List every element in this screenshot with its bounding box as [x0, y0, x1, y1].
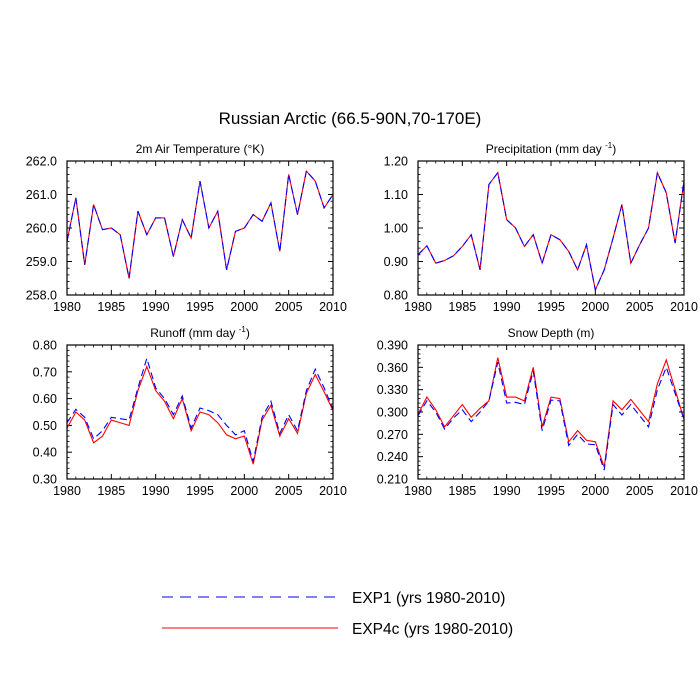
x-tick-label: 2000 [581, 484, 609, 498]
x-tick-label: 2005 [275, 300, 303, 314]
plot-frame [66, 344, 334, 480]
series-line-exp4c [67, 364, 333, 465]
y-tick-label: 1.20 [384, 155, 408, 169]
panel-title-unit: (mm day [555, 142, 605, 156]
x-tick-label: 2010 [670, 300, 698, 314]
series-line-exp4c [418, 357, 684, 468]
x-tick-label: 1980 [404, 300, 432, 314]
y-tick-label: 260.0 [26, 222, 57, 236]
x-tick-label: 1980 [404, 484, 432, 498]
plot-frame [417, 344, 685, 480]
chart-panel-3: Runoff (mm day -1) 0.30 0.40 0.50 0.60 0.70 0.… [33, 325, 347, 498]
y-tick-label: 0.40 [33, 446, 57, 460]
panel-title-name: Runoff [150, 326, 188, 340]
y-tick-label: 1.10 [384, 188, 408, 202]
series-line-exp1 [418, 170, 684, 292]
chart-panels: 2m Air Temperature (°K) 258.0 259.0 260.0 26… [26, 141, 698, 498]
x-tick-label: 2000 [581, 300, 609, 314]
x-tick-label: 2010 [319, 300, 347, 314]
x-tick-label: 1985 [97, 484, 125, 498]
y-tick-label: 0.70 [33, 365, 57, 379]
x-tick-label: 1995 [537, 300, 565, 314]
series-line-exp1 [67, 169, 333, 279]
panel-title: 2m Air Temperature (°K) [136, 142, 265, 156]
y-tick-label: 1.00 [384, 222, 408, 236]
panel-title-close: ) [612, 142, 616, 156]
panel-title: Runoff (mm day -1) [150, 325, 250, 340]
y-tick-label: 0.30 [33, 473, 57, 487]
y-tick-label: 259.0 [26, 255, 57, 269]
x-tick-label: 1990 [142, 484, 170, 498]
plot-frame [66, 160, 334, 296]
panel-title-name: Precipitation [486, 142, 555, 156]
x-tick-label: 2000 [230, 484, 258, 498]
plot-frame [417, 160, 685, 296]
x-tick-label: 2010 [319, 484, 347, 498]
x-tick-label: 1995 [537, 484, 565, 498]
x-tick-label: 1990 [493, 484, 521, 498]
panel-title-superscript: -1 [605, 141, 613, 150]
panel-title: Snow Depth (m) [508, 326, 595, 340]
x-tick-label: 2005 [626, 484, 654, 498]
figure-title: Russian Arctic (66.5-90N,70-170E) [219, 109, 482, 128]
panel-title-name: 2m Air Temperature [136, 142, 244, 156]
series-line-exp4c [418, 170, 684, 292]
chart-panel-1: 2m Air Temperature (°K) 258.0 259.0 260.0 26… [26, 142, 347, 314]
panel-title-close: ) [246, 326, 250, 340]
chart-panel-4: Snow Depth (m) 0.210 0.240 0.270 0.300 0.330 0… [377, 326, 698, 498]
y-tick-label: 0.50 [33, 419, 57, 433]
x-tick-label: 1990 [142, 300, 170, 314]
x-tick-label: 2010 [670, 484, 698, 498]
y-tick-label: 0.90 [384, 255, 408, 269]
panel-title-name: Snow Depth [508, 326, 577, 340]
x-tick-label: 1985 [97, 300, 125, 314]
x-tick-label: 2000 [230, 300, 258, 314]
y-tick-label: 0.390 [377, 339, 408, 353]
x-tick-label: 1985 [448, 484, 476, 498]
panel-title: Precipitation (mm day -1) [486, 141, 617, 156]
legend-label-exp4c: EXP4c (yrs 1980-2010) [352, 621, 513, 638]
x-tick-label: 1995 [186, 484, 214, 498]
y-tick-label: 0.80 [33, 339, 57, 353]
y-tick-label: 0.240 [377, 450, 408, 464]
y-tick-label: 261.0 [26, 188, 57, 202]
x-tick-label: 1980 [53, 484, 81, 498]
series-line-exp1 [67, 356, 333, 462]
series-line-exp1 [418, 361, 684, 471]
y-tick-label: 258.0 [26, 289, 57, 303]
y-tick-label: 0.60 [33, 392, 57, 406]
y-tick-label: 0.80 [384, 289, 408, 303]
panel-title-unit: (m) [576, 326, 594, 340]
y-tick-label: 0.210 [377, 473, 408, 487]
panel-title-superscript: -1 [239, 325, 247, 334]
panel-title-unit: (mm day [189, 326, 239, 340]
y-tick-label: 0.300 [377, 406, 408, 420]
y-tick-label: 0.270 [377, 428, 408, 442]
x-tick-label: 2005 [275, 484, 303, 498]
series-line-exp4c [67, 169, 333, 279]
x-tick-label: 1985 [448, 300, 476, 314]
y-tick-label: 0.330 [377, 383, 408, 397]
y-tick-label: 0.360 [377, 361, 408, 375]
x-tick-label: 2005 [626, 300, 654, 314]
legend: EXP1 (yrs 1980-2010) EXP4c (yrs 1980-2010… [162, 590, 513, 638]
y-tick-label: 262.0 [26, 155, 57, 169]
panel-title-unit: (°K) [244, 142, 265, 156]
x-tick-label: 1990 [493, 300, 521, 314]
legend-label-exp1: EXP1 (yrs 1980-2010) [352, 590, 505, 607]
x-tick-label: 1980 [53, 300, 81, 314]
chart-panel-2: Precipitation (mm day -1) 0.80 0.90 1.00 1.1… [384, 141, 698, 314]
x-tick-label: 1995 [186, 300, 214, 314]
